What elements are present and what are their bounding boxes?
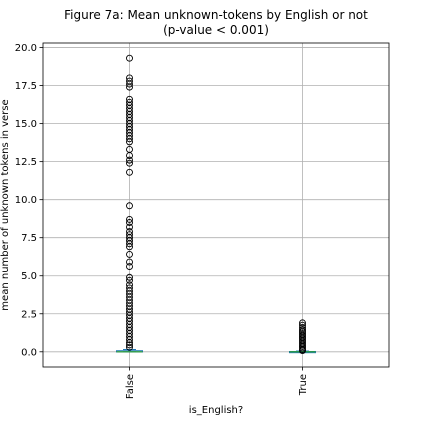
outlier-point [299, 319, 306, 327]
box-true [289, 319, 316, 355]
y-tick-label: 17.5 [15, 81, 37, 92]
outlier-point [126, 341, 133, 349]
outlier-point [126, 250, 133, 258]
y-tick-label: 10.0 [15, 195, 37, 206]
box-series [116, 54, 316, 355]
y-tick-label: 0.0 [21, 347, 37, 358]
outlier-point [126, 343, 133, 351]
plot-frame [42, 42, 390, 368]
x-axis-label: is_English? [189, 405, 243, 416]
outlier-point [126, 83, 133, 91]
outlier-point [126, 263, 133, 271]
y-tick-label: 7.5 [21, 233, 37, 244]
outlier-point [126, 243, 133, 251]
outlier-point [299, 347, 306, 355]
y-tick-label: 5.0 [21, 271, 37, 282]
y-tick-label: 15.0 [15, 119, 37, 130]
outlier-point [126, 276, 133, 284]
outlier-point [126, 138, 133, 146]
outlier-point [126, 223, 133, 231]
y-axis-label: mean number of unknown tokens in verse [0, 99, 11, 310]
outlier-point [126, 258, 133, 266]
outlier-point [126, 202, 133, 210]
box-false [116, 54, 143, 353]
y-tick-label: 12.5 [15, 157, 37, 168]
outlier-point [126, 168, 133, 176]
x-tick-label: False [125, 374, 136, 399]
x-tick-label: True [298, 374, 309, 396]
outlier-point [126, 159, 133, 167]
outlier-point [126, 216, 133, 223]
outlier-point [126, 339, 133, 347]
outlier-point [126, 152, 133, 160]
outlier-point [126, 54, 133, 62]
chart-title: Figure 7a: Mean unknown-tokens by Englis… [64, 8, 368, 22]
outlier-point [126, 135, 133, 143]
x-axis: False True [125, 367, 309, 399]
outlier-point [126, 240, 133, 248]
grid-lines [43, 43, 389, 367]
y-axis: 0.0 2.5 5.0 7.5 10.0 12.5 15.0 17.5 20.0 [15, 43, 43, 358]
outlier-point [126, 336, 133, 344]
y-tick-label: 20.0 [15, 43, 37, 54]
outlier-point [299, 324, 306, 331]
outlier-point [126, 80, 133, 88]
y-tick-label: 2.5 [21, 309, 37, 320]
outlier-point [126, 219, 133, 226]
chart-subtitle: (p-value < 0.001) [163, 23, 269, 37]
outlier-point [126, 273, 133, 281]
outlier-point [126, 156, 133, 164]
